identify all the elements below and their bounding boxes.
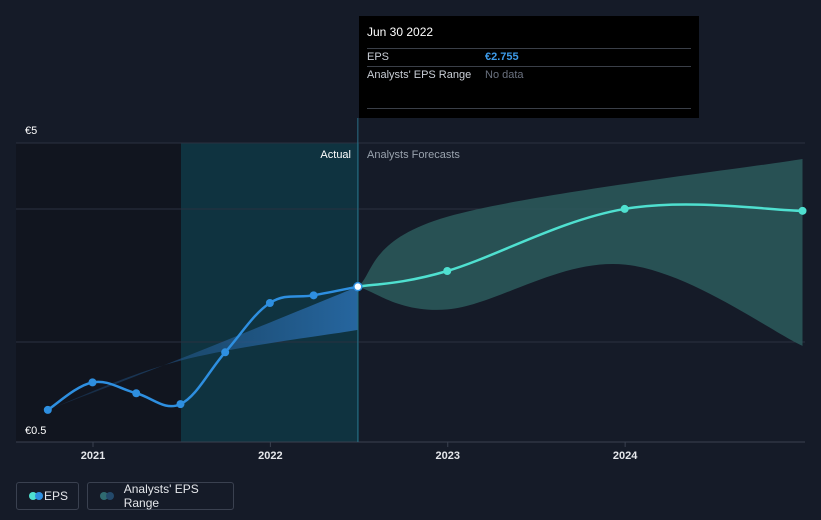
eps-legend-swatch-icon (29, 491, 43, 501)
tooltip-range-label: Analysts' EPS Range (367, 69, 472, 81)
tooltip-eps-label: EPS (367, 51, 390, 63)
actual-range-band (47, 286, 358, 410)
forecast-range-band (357, 159, 803, 346)
y-tick-top: €5 (25, 125, 37, 137)
legend-item-eps-range[interactable]: Analysts' EPS Range (87, 482, 234, 510)
data-points (43, 204, 807, 414)
eps-actual-point[interactable] (176, 400, 185, 409)
legend-label-eps-range: Analysts' EPS Range (123, 482, 199, 510)
tooltip-range-value: No data (485, 69, 524, 81)
past-shade (16, 143, 181, 442)
tooltip-divider (367, 108, 691, 109)
legend-item-eps[interactable]: EPS (16, 482, 79, 510)
section-label-forecast: Analysts Forecasts (367, 149, 460, 161)
eps-actual-point[interactable] (43, 405, 52, 414)
eps-actual-point[interactable] (309, 291, 318, 300)
eps-actual-point-current[interactable] (353, 281, 363, 292)
tooltip-row-range: Analysts' EPS Range No data (367, 66, 691, 84)
eps-forecast-line (357, 203, 803, 288)
range-legend-swatch-icon (100, 491, 116, 501)
tooltip-row-eps: EPS €2.755 (367, 48, 691, 66)
eps-forecast-point[interactable] (798, 206, 807, 215)
y-tick-bottom: €0.5 (25, 425, 46, 437)
tooltip-date: Jun 30 2022 (367, 25, 434, 39)
eps-actual-line (47, 285, 359, 411)
legend-label-eps: EPS (43, 489, 68, 503)
eps-actual-point[interactable] (221, 348, 230, 357)
eps-forecast-point[interactable] (443, 267, 452, 275)
x-tick-label: 2021 (81, 450, 105, 462)
tooltip-eps-value: €2.755 (485, 51, 519, 63)
x-tick-label: 2024 (613, 450, 638, 462)
x-tick-label: 2023 (436, 450, 460, 462)
eps-forecast-point[interactable] (620, 204, 629, 213)
eps-actual-point[interactable] (88, 378, 97, 387)
eps-actual-point[interactable] (265, 299, 274, 307)
x-tick-label: 2022 (258, 450, 282, 462)
eps-actual-point[interactable] (132, 389, 141, 398)
tooltip: Jun 30 2022 EPS €2.755 Analysts' EPS Ran… (359, 16, 699, 118)
x-axis-ticks: 2021 2022 2023 2024 (81, 442, 638, 462)
section-label-actual: Actual (320, 149, 351, 161)
